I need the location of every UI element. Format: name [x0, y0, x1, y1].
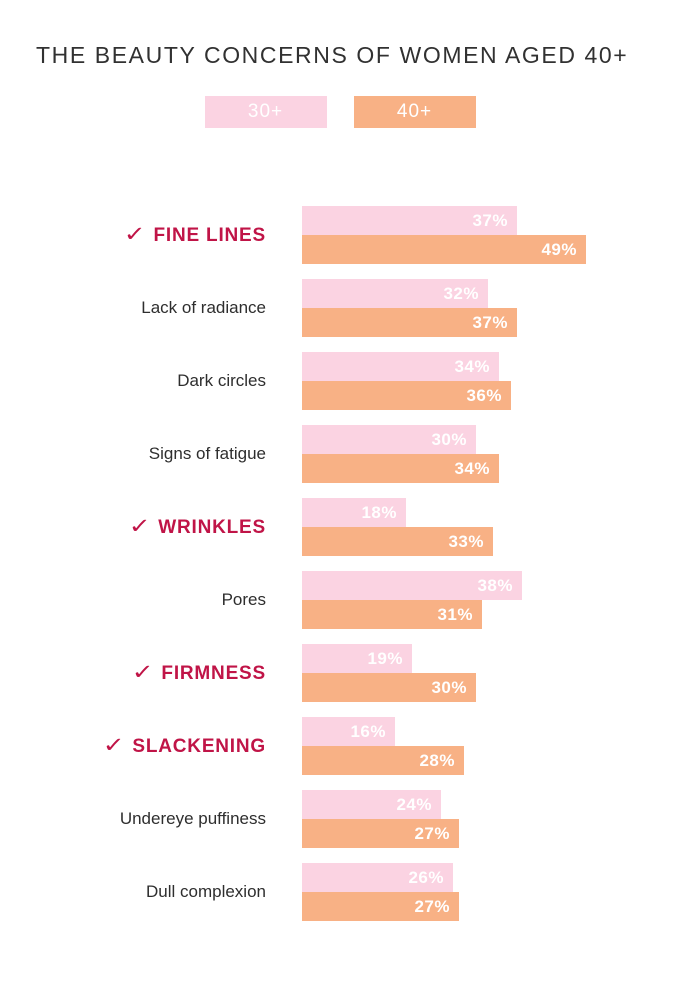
- bar-30plus: 37%: [302, 206, 517, 235]
- category-text: Lack of radiance: [141, 297, 266, 317]
- bar-30plus: 34%: [302, 352, 499, 381]
- category-text: Pores: [221, 589, 266, 609]
- check-icon: ✓: [131, 661, 155, 685]
- bar-40plus: 27%: [302, 819, 459, 848]
- category-label: Dark circles: [0, 371, 266, 391]
- bar-30plus: 30%: [302, 425, 476, 454]
- category-text: SLACKENING: [132, 736, 266, 758]
- category-label: Signs of fatigue: [0, 444, 266, 464]
- bar-pair: 32% 37%: [302, 279, 517, 337]
- bar-30plus: 24%: [302, 790, 441, 819]
- category-text: Dull complexion: [146, 881, 266, 901]
- category-text: Undereye puffiness: [119, 808, 266, 828]
- bar-30plus-value: 18%: [361, 503, 397, 522]
- bar-chart: ✓ FINE LINES 37% 49% Lack of radiance 32%…: [0, 206, 680, 921]
- bar-40plus: 31%: [302, 600, 482, 629]
- bar-pair: 16% 28%: [302, 717, 464, 775]
- legend-swatch-40plus: 40+: [353, 96, 476, 128]
- category-text: Dark circles: [177, 370, 266, 390]
- category-label: Undereye puffiness: [0, 809, 266, 829]
- category-label: ✓ SLACKENING: [0, 733, 266, 759]
- bar-30plus-value: 24%: [396, 795, 432, 814]
- bar-40plus-value: 27%: [414, 897, 450, 916]
- chart-row: Dark circles 34% 36%: [0, 352, 680, 410]
- bar-40plus: 49%: [302, 235, 586, 264]
- bar-30plus: 16%: [302, 717, 395, 746]
- check-icon: ✓: [128, 515, 152, 539]
- bar-30plus-value: 37%: [472, 211, 508, 230]
- bar-40plus-value: 49%: [541, 240, 577, 259]
- chart-row: Dull complexion 26% 27%: [0, 863, 680, 921]
- category-label: ✓ FIRMNESS: [0, 660, 266, 686]
- check-icon: ✓: [123, 223, 147, 247]
- category-text: WRINKLES: [158, 517, 266, 539]
- bar-pair: 34% 36%: [302, 352, 511, 410]
- bar-pair: 37% 49%: [302, 206, 586, 264]
- bar-pair: 30% 34%: [302, 425, 499, 483]
- bar-40plus-value: 34%: [454, 459, 490, 478]
- bar-40plus: 34%: [302, 454, 499, 483]
- bar-40plus: 37%: [302, 308, 517, 337]
- bar-30plus-value: 38%: [477, 576, 513, 595]
- category-label: Dull complexion: [0, 882, 266, 902]
- category-label: ✓ WRINKLES: [0, 514, 266, 540]
- bar-40plus-value: 28%: [419, 751, 455, 770]
- bar-40plus-value: 37%: [472, 313, 508, 332]
- chart-row: Lack of radiance 32% 37%: [0, 279, 680, 337]
- check-icon: ✓: [102, 734, 126, 758]
- chart-row: Undereye puffiness 24% 27%: [0, 790, 680, 848]
- bar-30plus-value: 32%: [443, 284, 479, 303]
- bar-40plus-value: 33%: [448, 532, 484, 551]
- bar-40plus-value: 27%: [414, 824, 450, 843]
- bar-pair: 24% 27%: [302, 790, 459, 848]
- legend-swatch-30plus: 30+: [204, 96, 327, 128]
- bar-30plus: 18%: [302, 498, 406, 527]
- bar-30plus: 19%: [302, 644, 412, 673]
- chart-row: Signs of fatigue 30% 34%: [0, 425, 680, 483]
- bar-30plus-value: 19%: [367, 649, 403, 668]
- bar-40plus: 30%: [302, 673, 476, 702]
- bar-30plus-value: 30%: [431, 430, 467, 449]
- bar-pair: 19% 30%: [302, 644, 476, 702]
- category-label: Pores: [0, 590, 266, 610]
- legend: 30+ 40+: [0, 96, 680, 128]
- bar-30plus-value: 34%: [454, 357, 490, 376]
- bar-30plus: 26%: [302, 863, 453, 892]
- chart-row: ✓ FIRMNESS 19% 30%: [0, 644, 680, 702]
- bar-30plus-value: 26%: [408, 868, 444, 887]
- bar-40plus-value: 31%: [437, 605, 473, 624]
- chart-row: ✓ WRINKLES 18% 33%: [0, 498, 680, 556]
- bar-40plus: 28%: [302, 746, 464, 775]
- category-text: FINE LINES: [153, 225, 266, 247]
- bar-30plus: 38%: [302, 571, 522, 600]
- bar-pair: 26% 27%: [302, 863, 459, 921]
- bar-40plus: 33%: [302, 527, 493, 556]
- bar-30plus: 32%: [302, 279, 488, 308]
- bar-40plus: 36%: [302, 381, 511, 410]
- chart-rows: ✓ FINE LINES 37% 49% Lack of radiance 32%…: [0, 206, 680, 921]
- bar-pair: 18% 33%: [302, 498, 493, 556]
- chart-row: ✓ SLACKENING 16% 28%: [0, 717, 680, 775]
- chart-row: ✓ FINE LINES 37% 49%: [0, 206, 680, 264]
- bar-pair: 38% 31%: [302, 571, 522, 629]
- chart-row: Pores 38% 31%: [0, 571, 680, 629]
- bar-40plus: 27%: [302, 892, 459, 921]
- chart-title: THE BEAUTY CONCERNS OF WOMEN AGED 40+: [36, 42, 629, 68]
- category-label: ✓ FINE LINES: [0, 222, 266, 248]
- category-text: Signs of fatigue: [148, 443, 266, 463]
- infographic-page: THE BEAUTY CONCERNS OF WOMEN AGED 40+ 30…: [0, 42, 680, 995]
- bar-30plus-value: 16%: [350, 722, 386, 741]
- category-text: FIRMNESS: [161, 663, 266, 685]
- bar-40plus-value: 30%: [431, 678, 467, 697]
- category-label: Lack of radiance: [0, 298, 266, 318]
- bar-40plus-value: 36%: [466, 386, 502, 405]
